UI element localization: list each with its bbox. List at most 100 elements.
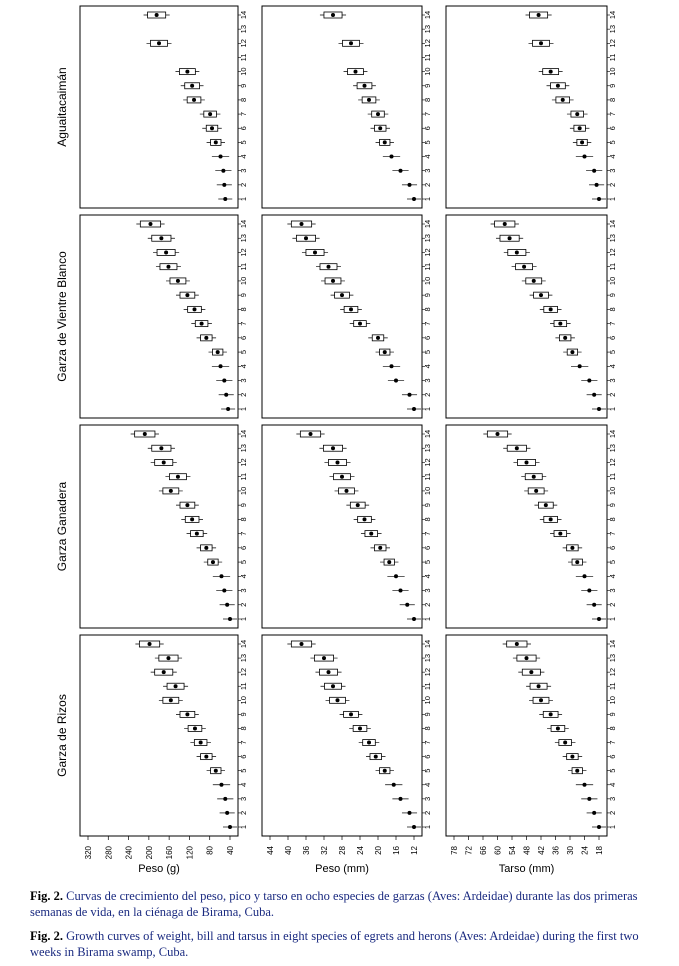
- data-point: [210, 126, 215, 131]
- day-tick-label: 3: [239, 797, 248, 801]
- day-tick-label: 14: [608, 11, 617, 19]
- data-point: [597, 617, 601, 621]
- data-point: [175, 278, 180, 283]
- day-tick-label: 1: [239, 825, 248, 829]
- data-point: [592, 810, 597, 815]
- data-point: [349, 712, 353, 717]
- day-tick-label: 7: [423, 112, 432, 116]
- data-point: [358, 321, 362, 326]
- day-tick-label: 11: [239, 473, 248, 481]
- data-point: [344, 488, 349, 493]
- day-tick-label: 11: [608, 473, 617, 481]
- axis-tick-label: 240: [125, 845, 134, 859]
- data-point: [185, 69, 190, 74]
- day-tick-label: 8: [423, 517, 432, 521]
- day-tick-label: 6: [423, 336, 432, 340]
- data-point: [539, 293, 543, 298]
- day-tick-label: 14: [239, 220, 248, 228]
- day-tick-label: 5: [423, 769, 432, 773]
- day-tick-label: 12: [608, 458, 617, 466]
- data-point: [218, 154, 223, 159]
- data-point: [394, 378, 398, 383]
- data-point: [592, 168, 597, 173]
- day-tick-label: 3: [423, 588, 432, 592]
- data-point: [225, 602, 230, 607]
- data-point: [157, 41, 161, 46]
- panel-frame: [261, 5, 423, 209]
- axis-tick-label: 40: [284, 845, 293, 854]
- data-point: [514, 446, 519, 451]
- data-point: [210, 560, 215, 565]
- data-point: [353, 69, 358, 74]
- data-point: [331, 13, 335, 17]
- data-point: [570, 754, 575, 759]
- day-tick-label: 11: [423, 473, 432, 481]
- day-tick-label: 2: [608, 393, 617, 397]
- day-tick-label: 12: [239, 668, 248, 676]
- data-point: [190, 517, 195, 522]
- data-point: [299, 642, 304, 646]
- data-point: [555, 726, 560, 731]
- data-point: [582, 782, 587, 787]
- data-point: [524, 656, 529, 661]
- data-point: [218, 364, 223, 369]
- data-point: [587, 378, 592, 383]
- data-point: [536, 684, 541, 689]
- caption-english-label: Fig. 2.: [30, 929, 63, 943]
- day-tick-label: 8: [608, 307, 617, 311]
- day-tick-label: 7: [239, 112, 248, 116]
- day-tick-label: 9: [608, 84, 617, 88]
- day-tick-label: 12: [423, 458, 432, 466]
- axis-tick-label: 32: [320, 845, 329, 854]
- data-point: [367, 740, 371, 745]
- data-point: [213, 140, 218, 145]
- day-tick-label: 1: [239, 197, 248, 201]
- day-tick-label: 10: [608, 67, 617, 75]
- day-tick-label: 12: [239, 458, 248, 466]
- day-tick-label: 7: [239, 740, 248, 744]
- day-tick-label: 1: [423, 617, 432, 621]
- axis-tick-label: 280: [104, 845, 113, 859]
- data-point: [577, 126, 582, 131]
- data-point: [228, 825, 232, 829]
- data-point: [539, 698, 543, 703]
- caption-spanish: Fig. 2. Curvas de crecimiento del peso, …: [30, 888, 670, 920]
- data-point: [524, 460, 529, 465]
- data-point: [369, 531, 374, 536]
- data-point: [313, 250, 317, 255]
- data-point: [382, 140, 387, 145]
- day-tick-label: 8: [239, 307, 248, 311]
- day-tick-label: 3: [239, 169, 248, 173]
- data-point: [159, 236, 164, 241]
- data-point: [367, 97, 371, 102]
- data-point: [148, 222, 153, 226]
- data-point: [349, 307, 353, 312]
- data-point: [548, 69, 553, 74]
- data-point: [362, 517, 367, 522]
- axis-tick-label: 36: [552, 845, 561, 854]
- caption-spanish-text: Curvas de crecimiento del peso, pico y t…: [30, 889, 638, 919]
- axis-tick-label: 60: [494, 845, 503, 854]
- day-tick-label: 2: [239, 811, 248, 815]
- day-tick-label: 6: [239, 755, 248, 759]
- data-point: [398, 168, 403, 173]
- data-point: [382, 768, 387, 773]
- data-point: [548, 307, 553, 312]
- axis-tick-label: 30: [566, 845, 575, 854]
- data-point: [597, 197, 601, 201]
- day-tick-label: 8: [239, 98, 248, 102]
- day-tick-label: 11: [608, 54, 617, 62]
- day-tick-label: 9: [423, 503, 432, 507]
- day-tick-label: 7: [239, 532, 248, 536]
- day-tick-label: 9: [239, 84, 248, 88]
- day-tick-label: 13: [239, 444, 248, 452]
- day-tick-label: 9: [423, 293, 432, 297]
- day-tick-label: 4: [423, 154, 432, 158]
- data-point: [331, 684, 335, 689]
- day-tick-label: 10: [239, 487, 248, 495]
- day-tick-label: 8: [239, 726, 248, 730]
- day-tick-label: 8: [423, 98, 432, 102]
- day-tick-label: 12: [608, 39, 617, 47]
- data-point: [412, 197, 416, 201]
- data-point: [534, 488, 539, 493]
